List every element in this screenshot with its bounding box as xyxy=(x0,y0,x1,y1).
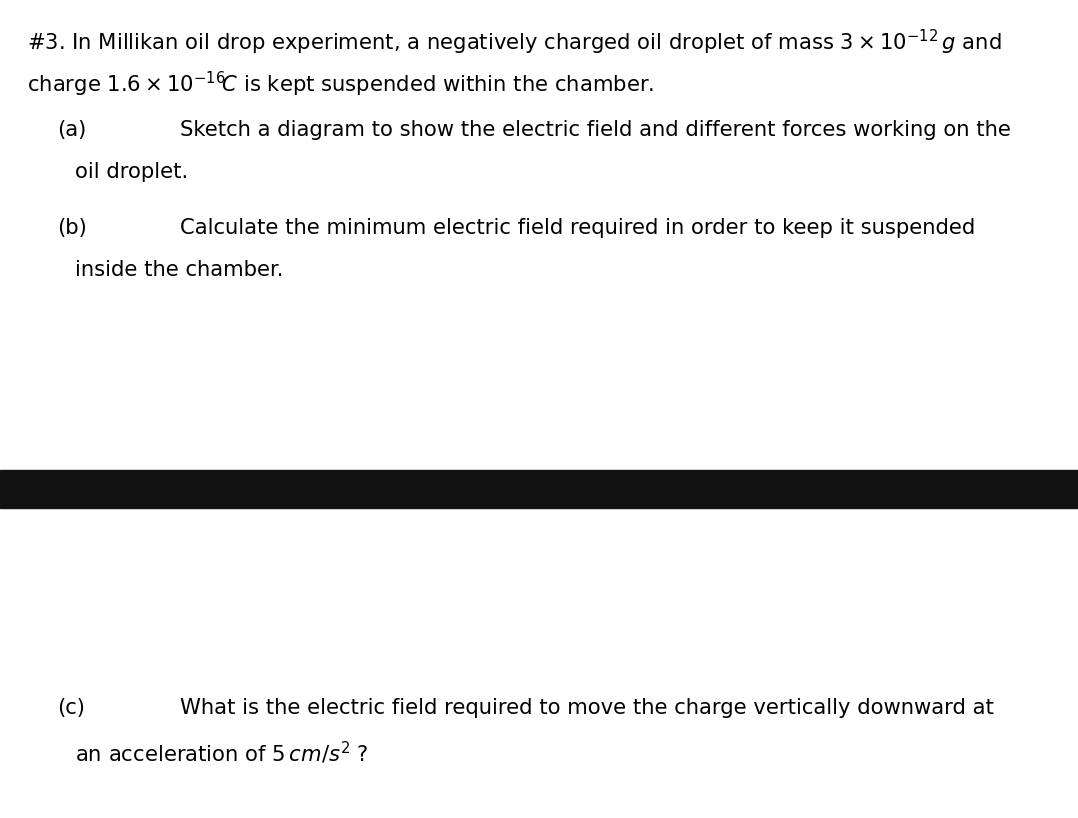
Bar xyxy=(0,470,1078,508)
Text: Calculate the minimum electric field required in order to keep it suspended: Calculate the minimum electric field req… xyxy=(180,218,976,238)
Text: charge $1.6 \times 10^{-16}\!C$ is kept suspended within the chamber.: charge $1.6 \times 10^{-16}\!C$ is kept … xyxy=(27,70,654,99)
Text: #3. In Millikan oil drop experiment, a negatively charged oil droplet of mass $3: #3. In Millikan oil drop experiment, a n… xyxy=(27,28,1001,57)
Text: (b): (b) xyxy=(57,218,87,238)
Text: (c): (c) xyxy=(57,698,85,718)
Text: What is the electric field required to move the charge vertically downward at: What is the electric field required to m… xyxy=(180,698,994,718)
Text: inside the chamber.: inside the chamber. xyxy=(75,260,284,280)
Text: an acceleration of $5\,cm/s^2$ ?: an acceleration of $5\,cm/s^2$ ? xyxy=(75,740,369,766)
Text: Sketch a diagram to show the electric field and different forces working on the: Sketch a diagram to show the electric fi… xyxy=(180,120,1011,140)
Text: oil droplet.: oil droplet. xyxy=(75,162,189,182)
Text: (a): (a) xyxy=(57,120,86,140)
